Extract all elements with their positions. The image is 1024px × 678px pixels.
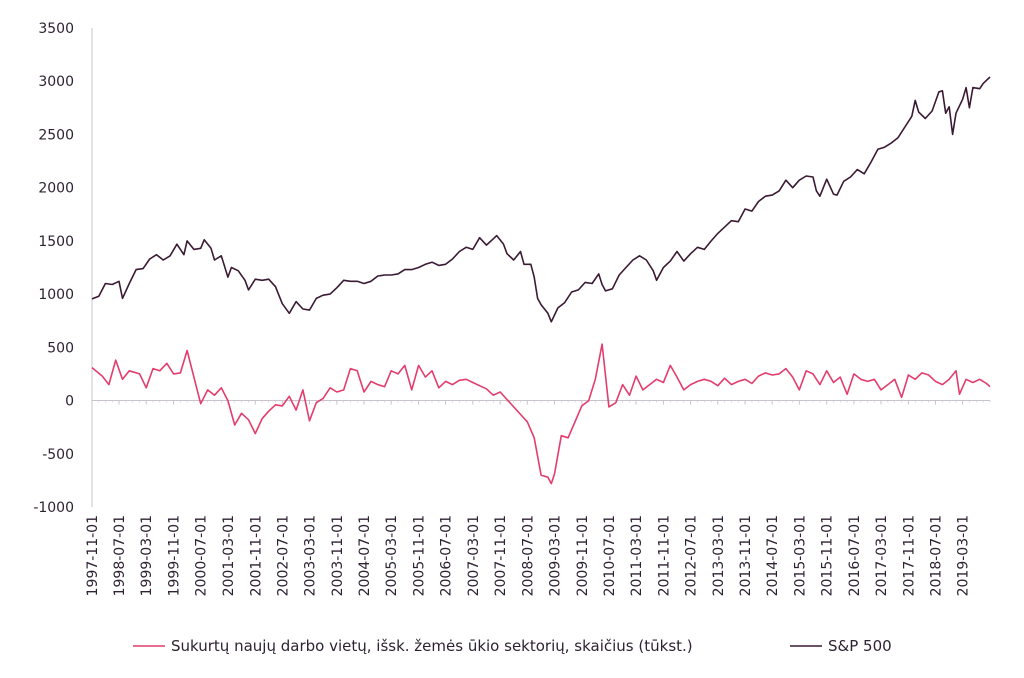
legend-item-sp500: S&P 500: [790, 637, 892, 655]
x-tick-label: 1998-07-01: [112, 515, 128, 596]
x-tick-label: 2002-07-01: [275, 515, 291, 596]
x-tick-label: 2011-03-01: [629, 515, 645, 596]
x-tick-label: 2005-11-01: [412, 515, 428, 596]
x-tick-label: 2015-03-01: [792, 515, 808, 596]
legend-item-jobs: Sukurtų naujų darbo vietų, išsk. žemės ū…: [133, 637, 693, 655]
x-tick-label: 1999-03-01: [139, 515, 155, 596]
x-tick-label: 2013-03-01: [711, 515, 727, 596]
x-tick-label: 2001-03-01: [221, 515, 237, 596]
x-tick-label: 1999-11-01: [167, 515, 183, 596]
y-tick-label: 2500: [38, 127, 74, 143]
x-tick-label: 2004-07-01: [357, 515, 373, 596]
legend: Sukurtų naujų darbo vietų, išsk. žemės ū…: [133, 637, 892, 655]
y-tick-label: 0: [65, 394, 74, 410]
y-tick-label: -1000: [33, 500, 74, 516]
chart-series: [91, 76, 991, 485]
legend-label-jobs: Sukurtų naujų darbo vietų, išsk. žemės ū…: [171, 637, 693, 655]
x-tick-label: 2018-07-01: [928, 515, 944, 596]
x-tick-label: 2009-11-01: [575, 515, 591, 596]
x-tick-label: 2010-07-01: [602, 515, 618, 596]
y-tick-label: 1500: [38, 234, 74, 250]
series-line-sp500: [91, 76, 991, 323]
x-tick-label: 2003-03-01: [302, 515, 318, 596]
x-tick-label: 2000-07-01: [194, 515, 210, 596]
x-tick-label: 2011-11-01: [656, 515, 672, 596]
x-tick-label: 2015-11-01: [820, 515, 836, 596]
x-tick-label: 2017-11-01: [901, 515, 917, 596]
x-tick-label: 2019-03-01: [956, 515, 972, 596]
y-tick-label: -500: [42, 447, 74, 463]
x-tick-label: 2001-11-01: [248, 515, 264, 596]
x-tick-label: 2017-03-01: [874, 515, 890, 596]
x-tick-label: 2013-11-01: [738, 515, 754, 596]
x-tick-label: 2012-07-01: [684, 515, 700, 596]
x-tick-label: 2009-03-01: [547, 515, 563, 596]
x-tick-label: 2003-11-01: [330, 515, 346, 596]
x-tick-label: 2006-07-01: [439, 515, 455, 596]
x-tick-label: 2007-03-01: [466, 515, 482, 596]
x-tick-label: 2007-11-01: [493, 515, 509, 596]
x-tick-label: 1997-11-01: [85, 515, 101, 596]
x-tick-label: 2014-07-01: [765, 515, 781, 596]
series-line-jobs: [91, 343, 991, 485]
y-tick-label: 1000: [38, 287, 74, 303]
y-tick-label: 500: [47, 340, 74, 356]
legend-label-sp500: S&P 500: [828, 637, 892, 655]
x-axis: 1997-11-01 1998-07-01 1999-03-01 1999-11-01…: [85, 400, 991, 596]
x-tick-label: 2016-07-01: [847, 515, 863, 596]
y-axis: -1000 -500 0 500 1000 1500 2000 2500 3000 3500: [33, 21, 93, 516]
y-tick-label: 2000: [38, 181, 74, 197]
x-tick-label: 2005-03-01: [384, 515, 400, 596]
y-tick-label: 3500: [38, 21, 74, 37]
x-tick-label: 2008-07-01: [520, 515, 536, 596]
y-tick-label: 3000: [38, 74, 74, 90]
